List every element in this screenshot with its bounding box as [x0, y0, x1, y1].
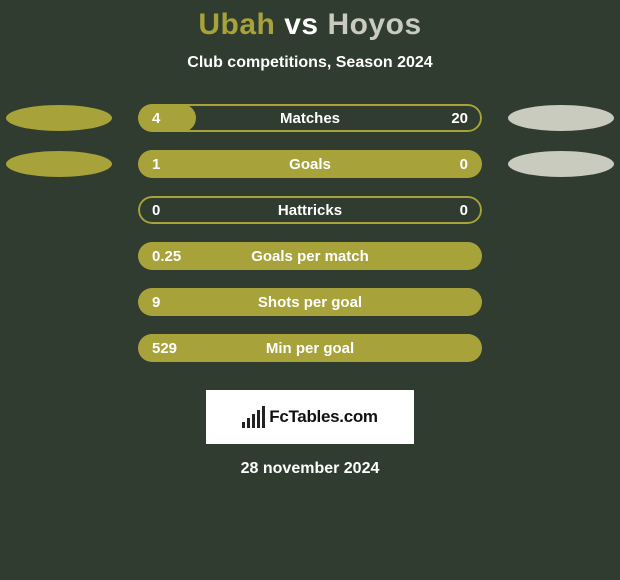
- stat-row: Hattricks0 0: [0, 196, 620, 224]
- player2-name: Hoyos: [327, 8, 421, 41]
- logo-box: FcTables.com: [206, 390, 414, 444]
- stat-row: Matches4 20: [0, 104, 620, 132]
- stat-label: Goals per match: [138, 248, 482, 265]
- stat-value-right: 0: [460, 156, 468, 173]
- vs-label: vs: [284, 8, 318, 41]
- stat-bar: Goals1 0: [138, 150, 482, 178]
- stat-label: Shots per goal: [138, 294, 482, 311]
- player1-marker: [6, 105, 112, 131]
- stat-label: Hattricks: [138, 202, 482, 219]
- logo-text: FcTables.com: [269, 407, 378, 427]
- stat-value-left: 4: [152, 110, 160, 127]
- stat-label: Goals: [138, 156, 482, 173]
- stats-rows: Matches420Goals10Hattricks00Goals per ma…: [0, 104, 620, 362]
- stat-value-right: 0: [460, 202, 468, 219]
- stat-bar: Min per goal529: [138, 334, 482, 362]
- player2-marker: [508, 151, 614, 177]
- player2-marker: [508, 105, 614, 131]
- stat-row: Min per goal529: [0, 334, 620, 362]
- card-title: Ubah vs Hoyos: [0, 8, 620, 42]
- stats-card: Ubah vs Hoyos Club competitions, Season …: [0, 0, 620, 580]
- player1-name: Ubah: [198, 8, 275, 41]
- stat-bar: Goals per match0.25: [138, 242, 482, 270]
- stat-value-right: 20: [451, 110, 468, 127]
- stat-bar: Shots per goal9: [138, 288, 482, 316]
- stat-label: Matches: [138, 110, 482, 127]
- subtitle: Club competitions, Season 2024: [0, 54, 620, 72]
- player1-marker: [6, 151, 112, 177]
- stat-bar: Matches4 20: [138, 104, 482, 132]
- stat-value-left: 9: [152, 294, 160, 311]
- stat-value-left: 529: [152, 340, 177, 357]
- stat-value-left: 1: [152, 156, 160, 173]
- stat-row: Goals1 0: [0, 150, 620, 178]
- logo-bars-icon: [242, 406, 265, 428]
- stat-row: Shots per goal9: [0, 288, 620, 316]
- stat-value-left: 0: [152, 202, 160, 219]
- stat-bar: Hattricks0 0: [138, 196, 482, 224]
- footer-date: 28 november 2024: [0, 460, 620, 478]
- stat-label: Min per goal: [138, 340, 482, 357]
- stat-value-left: 0.25: [152, 248, 181, 265]
- stat-row: Goals per match0.25: [0, 242, 620, 270]
